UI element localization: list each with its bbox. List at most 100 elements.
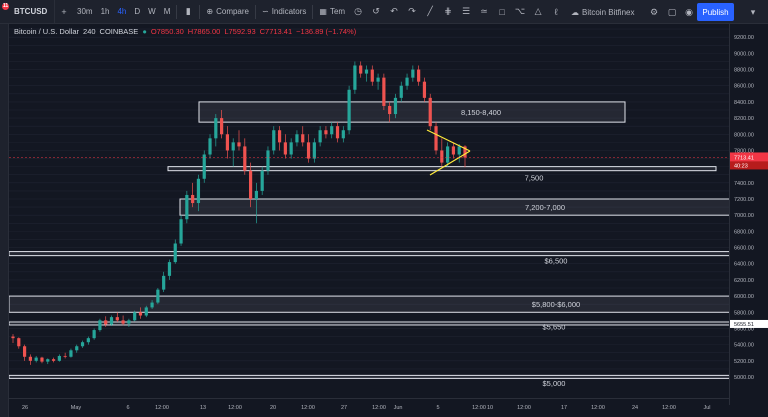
candle-body: [104, 320, 108, 325]
candle-body: [98, 320, 102, 331]
exchange-label: Bitcoin Bitfinex: [582, 7, 635, 17]
pitchfork-icon[interactable]: ⋕: [444, 6, 452, 16]
time-tick-label: Jul: [703, 405, 710, 411]
candle-body: [51, 359, 56, 361]
symbol-search[interactable]: 11 BTCUSD: [0, 0, 55, 24]
candle-body: [312, 142, 316, 159]
candle-body: [173, 243, 177, 263]
legend-change: −136.89 (−1.74%): [296, 27, 357, 36]
time-tick-label: 26: [22, 405, 28, 411]
candle-body: [272, 130, 276, 151]
price-tick-label: 5600.00: [734, 326, 754, 332]
candle: [359, 61, 363, 78]
plus-icon[interactable]: +: [61, 6, 67, 17]
time-tick-label: 12:00: [591, 405, 605, 411]
candle-body: [376, 77, 380, 82]
level-box: [9, 295, 729, 313]
brush-icon[interactable]: ℓ: [554, 6, 558, 17]
candle-body: [127, 320, 131, 324]
interval-30m[interactable]: 30m: [77, 7, 93, 16]
interval-m[interactable]: M: [163, 7, 171, 16]
level-box: [179, 198, 729, 216]
candle: [347, 85, 351, 135]
pattern-icon[interactable]: ≃: [480, 6, 488, 16]
indicators-button[interactable]: ∽ Indicators: [258, 0, 310, 24]
candle-body: [277, 130, 282, 143]
replay-icon[interactable]: ↺: [372, 6, 380, 16]
candle: [162, 271, 166, 293]
triangle-tool-icon[interactable]: △: [534, 6, 542, 16]
price-axis[interactable]: 5000.00 5200.00 5400.00 5600.00 5800.00 6000.…: [729, 24, 768, 405]
candle: [156, 288, 160, 305]
candle: [324, 126, 328, 139]
countdown-tag: [730, 161, 768, 170]
candle: [312, 138, 316, 163]
candle-body: [69, 350, 73, 357]
candle: [283, 134, 287, 159]
price-tick-label: 6600.00: [734, 246, 754, 252]
level-label: 7,200-7,000: [525, 203, 565, 212]
interval-1h[interactable]: 1h: [100, 7, 110, 16]
candle-body: [162, 275, 166, 290]
candle-body: [301, 134, 305, 143]
redo-icon[interactable]: ↷: [408, 6, 416, 16]
chart-legend: Bitcoin / U.S. Dollar 240 COINBASE ● O78…: [14, 27, 356, 36]
candle: [80, 340, 85, 348]
candle: [144, 305, 148, 318]
candle-body: [260, 170, 264, 191]
snapshot-icon[interactable]: ◉: [685, 6, 693, 17]
fib-icon[interactable]: ☰: [462, 6, 471, 16]
publish-button[interactable]: Publish: [697, 3, 734, 21]
price-tick-label: 6200.00: [734, 278, 754, 284]
settings-icon[interactable]: ⚙: [649, 6, 659, 17]
candle: [133, 310, 137, 322]
price-chart[interactable]: 8,150-8,400 7,500 7,200-7,000 $6,500 $5,800-…: [9, 24, 729, 398]
price-tick-label: 8200.00: [734, 116, 754, 122]
candle-body: [11, 336, 15, 339]
candle-body: [330, 126, 334, 135]
exchange-selector[interactable]: ☁ Bitcoin Bitfinex: [571, 3, 634, 21]
candle-body: [428, 97, 432, 127]
rectangle-tool-icon[interactable]: □: [499, 6, 505, 17]
undo-icon[interactable]: ↶: [390, 6, 398, 16]
candle: [196, 174, 201, 212]
candle-body: [248, 170, 253, 199]
candle: [46, 358, 50, 365]
candle-body: [202, 154, 206, 179]
candles-icon[interactable]: ▮: [185, 6, 191, 16]
fullscreen-icon[interactable]: ▢: [667, 6, 677, 17]
candle: [382, 73, 386, 110]
current-price-tag: [730, 152, 768, 162]
candle: [266, 146, 270, 175]
candle-body: [283, 142, 287, 155]
price-tick-label: 7800.00: [734, 148, 754, 154]
legend-low: L7592.93: [224, 27, 256, 36]
interval-4h[interactable]: 4h: [117, 7, 127, 16]
candle: [220, 110, 224, 139]
time-axis[interactable]: 26 May 6 12:00 13 12:00 20 12:00 27 12:00 Jun 5 12:0…: [9, 398, 729, 417]
candle: [446, 142, 450, 167]
candle: [428, 93, 432, 131]
alert-icon[interactable]: ◷: [354, 6, 362, 16]
time-tick-label: 10: [487, 405, 493, 411]
interval-d[interactable]: D: [134, 7, 141, 16]
trend-line-icon[interactable]: ╱: [427, 6, 433, 16]
templates-button[interactable]: ▦ Tem: [315, 0, 349, 24]
candle-body: [214, 118, 218, 139]
candle-body: [237, 142, 241, 147]
compare-button[interactable]: ⊕ Compare: [202, 0, 253, 24]
interval-w[interactable]: W: [148, 7, 156, 16]
time-tick-label: 12:00: [372, 405, 386, 411]
time-tick-label: May: [71, 405, 82, 411]
candle-body: [86, 338, 90, 343]
level-box: [9, 374, 729, 379]
left-drawing-toolbar[interactable]: [0, 24, 9, 417]
candle-body: [167, 262, 172, 276]
templates-label: Tem: [329, 7, 346, 16]
chevron-down-icon[interactable]: ▾: [750, 6, 756, 17]
measure-icon[interactable]: ⌥: [514, 6, 526, 16]
candle: [330, 122, 334, 139]
candle: [69, 348, 73, 358]
candle-body: [57, 355, 61, 361]
candle: [185, 190, 189, 224]
